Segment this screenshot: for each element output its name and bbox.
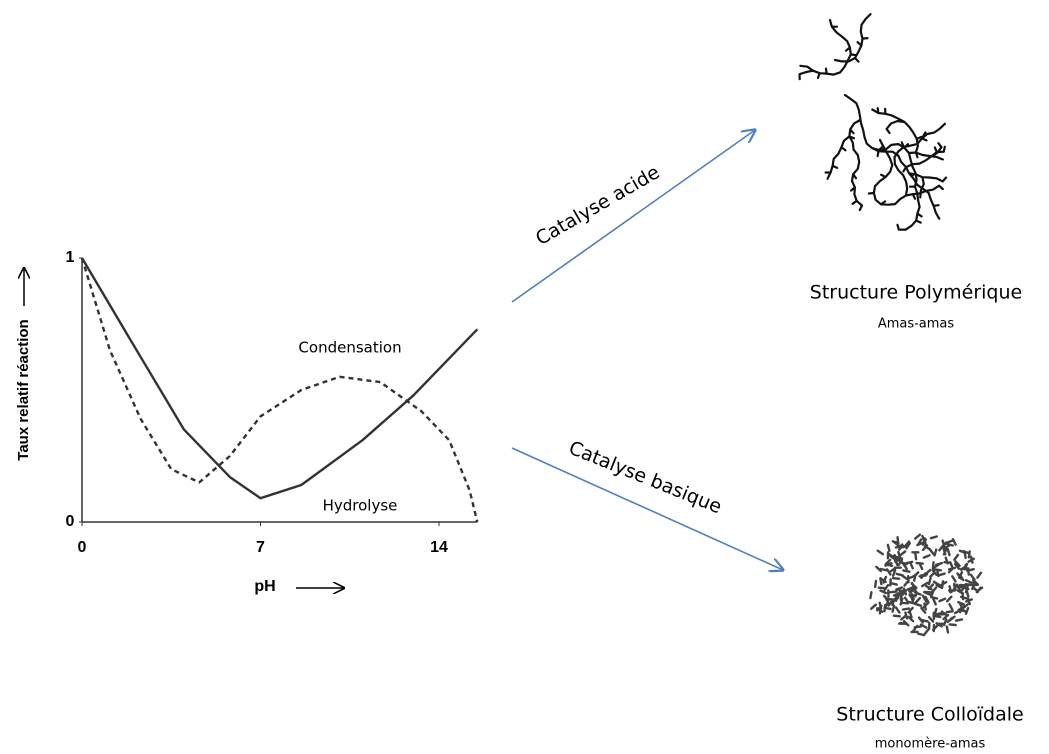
- structure-subtitle: monomère-amas: [875, 737, 986, 752]
- colloid-structure: [869, 533, 984, 637]
- structure-title: Structure Polymérique: [810, 282, 1022, 304]
- colloid-particles: [869, 533, 984, 637]
- curve: [80, 257, 479, 500]
- structure-subtitle: Amas-amas: [878, 317, 955, 332]
- curve: [80, 257, 479, 523]
- polymer-branches: [798, 13, 948, 231]
- arrow-label: Catalyse basique: [566, 437, 725, 518]
- structure-title: Structure Colloïdale: [836, 704, 1023, 726]
- polymer-structure: [798, 13, 948, 231]
- arrow-label: Catalyse acide: [532, 161, 664, 250]
- x-tick-label: 14: [430, 539, 448, 556]
- x-tick-label: 0: [78, 539, 87, 556]
- y-axis-label: Taux relatif réaction: [15, 319, 32, 460]
- x-tick-label: 7: [256, 539, 265, 556]
- y-tick-label: 0: [66, 513, 75, 530]
- arrow: [511, 447, 783, 570]
- series-label: Condensation: [298, 339, 401, 357]
- arrow: [511, 130, 755, 303]
- y-tick-label: 1: [66, 249, 75, 266]
- plot: 0 1 0 7 14: [66, 249, 479, 556]
- series-label: Hydrolyse: [323, 497, 398, 515]
- x-axis-label: pH: [254, 578, 275, 595]
